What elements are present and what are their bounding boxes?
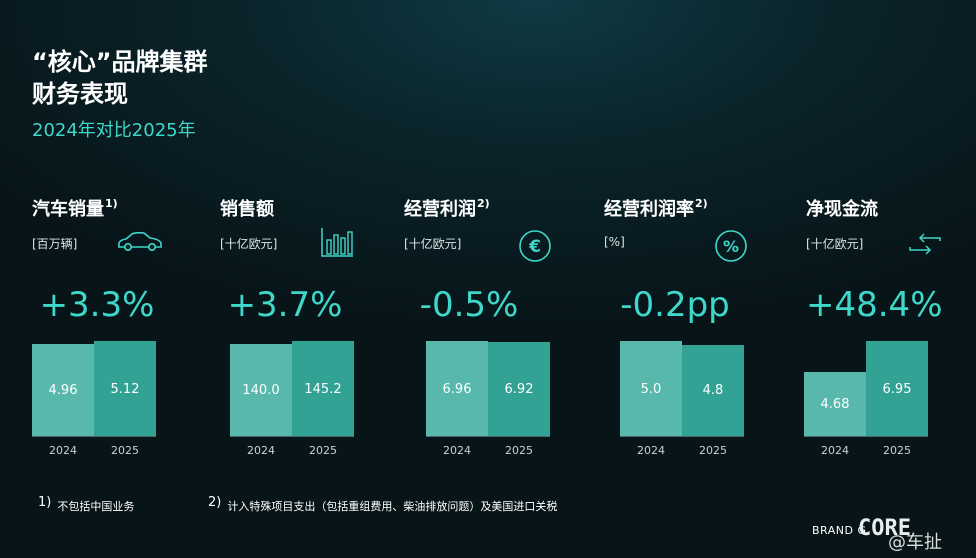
x-tick-label: 2024 [247,444,275,457]
kpi-title: 净现金流 [806,195,879,221]
bar-value-label: 5.12 [110,381,140,397]
bar-2024 [230,344,292,436]
kpi-title-text: 汽车销量 [32,199,104,220]
watermark: @车扯 [888,532,942,553]
kpi-title-text: 净现金流 [806,199,878,220]
kpi-bar-chart: 4.68 2024 6.95 2025 [804,325,934,465]
bar-value-label: 6.92 [504,381,534,397]
x-tick-label: 2025 [111,444,139,457]
kpi-operating-profit: 经营利润2) [十亿欧元] € -0.5% 6.96 2024 6.92 2025 [404,195,594,465]
bar-2024 [426,341,488,436]
footnote-text: 不包括中国业务 [57,500,135,513]
kpi-operating-margin: 经营利润率2) [%] % -0.2pp 5.0 2024 4.8 2025 [604,195,794,465]
svg-text:€: € [528,237,541,257]
bar-2025 [488,341,550,436]
svg-text:%: % [723,237,739,256]
bar-2025 [94,341,156,436]
kpi-footnote-ref: 2) [477,197,490,210]
kpi-change: -0.5% [419,285,519,325]
footnote-number: 1) [38,495,52,510]
kpi-unit: [%] [604,235,625,249]
x-tick-label: 2024 [821,444,849,457]
kpi-unit: [十亿欧元] [404,237,462,251]
kpi-title: 汽车销量1) [32,195,118,221]
bar-2024 [32,343,94,436]
brand-label: BRAND G [812,524,867,537]
kpi-net-cash-flow: 净现金流 [十亿欧元] +48.4% 4.68 2024 6.95 2025 [804,195,974,465]
kpi-revenue: 销售额 [十亿欧元] +3.7% 140.0 2024 145.2 2025 [220,195,410,465]
bar-value-label: 4.96 [48,382,78,398]
x-tick-label: 2025 [505,444,533,457]
chart-baseline [804,436,928,437]
chart-baseline [32,436,156,437]
title-line-2: 财务表现 [32,80,128,108]
kpi-title: 经营利润2) [404,195,490,221]
title-line-1: “核心”品牌集群 [32,48,208,76]
kpi-car-sales: 汽车销量1) [百万辆] +3.3% 4.96 2024 5.12 2025 [32,195,222,465]
car-icon [116,231,164,257]
bar-2024 [620,341,682,436]
bar-2025 [682,344,744,436]
x-tick-label: 2024 [637,444,665,457]
kpi-footnote-ref: 2) [695,197,708,210]
x-tick-label: 2025 [883,444,911,457]
x-tick-label: 2024 [49,444,77,457]
footnote-1: 1) 不包括中国业务 [38,495,135,514]
kpi-change: +48.4% [806,285,943,325]
kpi-title: 经营利润率2) [604,195,708,221]
kpi-bar-chart: 4.96 2024 5.12 2025 [32,325,162,465]
kpi-change: +3.3% [39,285,155,325]
bar-value-label: 140.0 [242,383,280,399]
x-tick-label: 2025 [699,444,727,457]
bar-2024 [804,372,866,436]
footnote-text: 计入特殊项目支出（包括重组费用、柴油排放问题）及美国进口关税 [227,500,558,513]
kpi-bar-chart: 5.0 2024 4.8 2025 [620,325,750,465]
page-subtitle: 2024年对比2025年 [32,120,196,141]
x-tick-label: 2025 [309,444,337,457]
chart-baseline [426,436,550,437]
bar-2025 [292,341,354,436]
kpi-unit: [百万辆] [32,237,78,251]
kpi-unit: [十亿欧元] [806,237,864,251]
kpi-bar-chart: 140.0 2024 145.2 2025 [230,325,360,465]
footnote-2: 2) 计入特殊项目支出（包括重组费用、柴油排放问题）及美国进口关税 [208,495,558,514]
chart-baseline [230,436,354,437]
bar-2025 [866,341,928,436]
kpi-bar-chart: 6.96 2024 6.92 2025 [426,325,556,465]
footnote-number: 2) [208,495,222,510]
euro-icon: € [518,229,552,267]
bar-value-label: 4.8 [702,383,724,399]
bar-chart-icon [320,227,354,261]
bar-value-label: 145.2 [304,381,342,397]
bar-value-label: 6.96 [442,381,472,397]
kpi-title: 销售额 [220,195,275,221]
kpi-change: +3.7% [227,285,343,325]
core-logo: CORE [858,516,911,541]
page-title: “核心”品牌集群 财务表现 [32,46,208,110]
kpi-title-text: 经营利润 [404,199,476,220]
kpi-title-text: 销售额 [220,199,274,220]
chart-baseline [620,436,744,437]
kpi-title-text: 经营利润率 [604,199,694,220]
kpi-unit: [十亿欧元] [220,237,278,251]
cash-flow-icon [906,233,944,259]
percent-icon: % [714,229,748,267]
bar-value-label: 6.95 [882,381,912,397]
bar-value-label: 4.68 [820,397,850,413]
x-tick-label: 2024 [443,444,471,457]
kpi-footnote-ref: 1) [105,197,118,210]
bar-value-label: 5.0 [640,381,662,397]
kpi-change: -0.2pp [620,285,730,325]
